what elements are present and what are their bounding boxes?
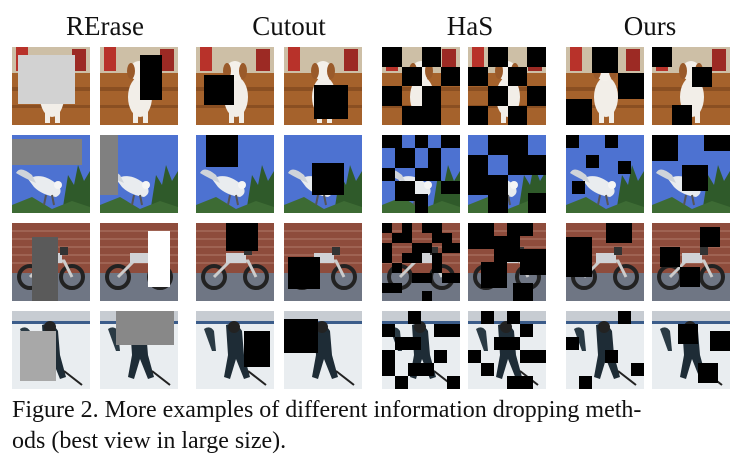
image	[100, 47, 178, 125]
image	[196, 223, 274, 301]
caption-line: ods (best view in large size).	[12, 428, 286, 454]
image	[382, 47, 460, 125]
image	[12, 311, 90, 389]
column-header: RErase	[66, 11, 144, 41]
image	[566, 135, 644, 213]
image	[652, 47, 730, 125]
image	[566, 311, 644, 389]
image	[284, 47, 362, 125]
image	[100, 311, 178, 389]
image	[100, 223, 178, 301]
image	[284, 135, 362, 213]
image	[652, 223, 730, 301]
column-header: Cutout	[252, 11, 326, 41]
image	[382, 135, 460, 213]
image	[566, 223, 644, 301]
image	[284, 223, 362, 301]
image	[196, 311, 274, 389]
column-header: Ours	[624, 11, 677, 41]
image	[468, 135, 546, 213]
image	[382, 223, 460, 301]
caption-line: Figure 2. More examples of different inf…	[12, 397, 641, 423]
image	[12, 223, 90, 301]
image	[566, 47, 644, 125]
image-grid	[12, 47, 730, 389]
image	[382, 311, 460, 389]
image	[12, 47, 90, 125]
image	[196, 47, 274, 125]
column-headers: RErase Cutout HaS Ours	[66, 11, 676, 41]
image	[100, 135, 178, 213]
image	[652, 135, 730, 213]
image	[12, 135, 90, 213]
image	[284, 311, 362, 389]
caption: Figure 2. More examples of different inf…	[12, 397, 641, 454]
image	[468, 311, 546, 389]
image	[468, 223, 546, 301]
image	[196, 135, 274, 213]
column-header: HaS	[447, 11, 494, 41]
image	[652, 311, 730, 389]
image	[468, 47, 546, 125]
